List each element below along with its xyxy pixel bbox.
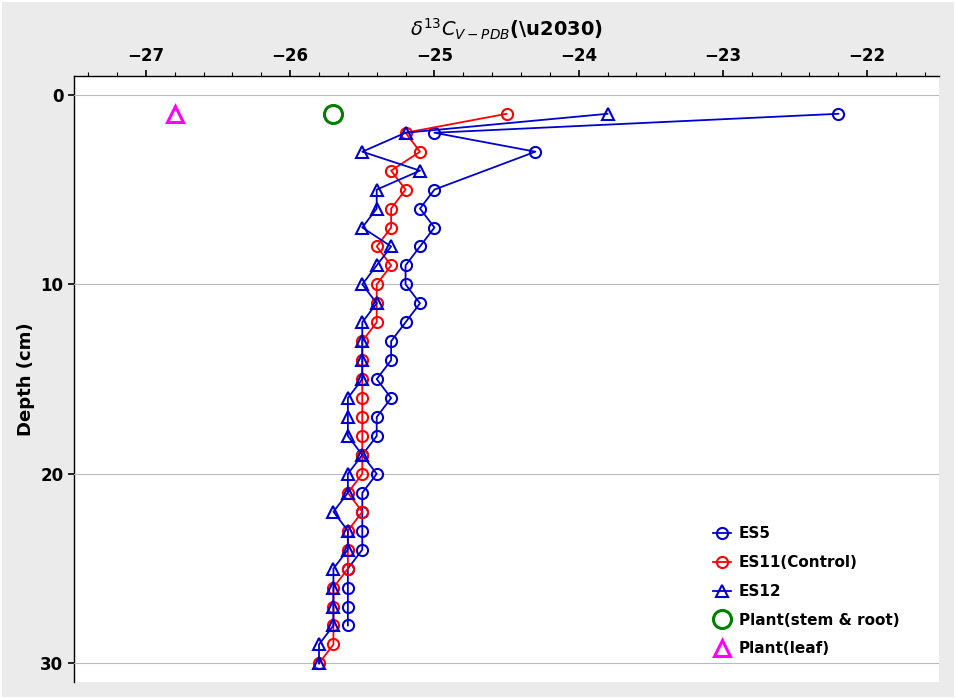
ES11(Control) — [400, 129, 411, 137]
ES5 — [342, 584, 354, 592]
ES12 — [357, 147, 368, 156]
X-axis label: $\delta^{13}C_{V-PDB}$(\u2030): $\delta^{13}C_{V-PDB}$(\u2030) — [410, 17, 603, 42]
ES12 — [385, 243, 397, 251]
ES11(Control) — [385, 223, 397, 231]
ES5 — [371, 375, 382, 383]
Y-axis label: Depth (cm): Depth (cm) — [16, 322, 34, 436]
ES12 — [342, 526, 354, 535]
ES11(Control) — [328, 603, 339, 611]
ES12 — [371, 299, 382, 308]
ES12 — [601, 110, 613, 118]
ES12 — [357, 375, 368, 383]
ES12 — [342, 413, 354, 421]
ES5 — [342, 621, 354, 630]
Line: ES12: ES12 — [314, 108, 613, 669]
ES5 — [414, 243, 425, 251]
ES11(Control) — [371, 243, 382, 251]
ES12 — [328, 584, 339, 592]
ES5 — [428, 129, 440, 137]
Legend: ES5, ES11(Control), ES12, Plant(stem & root), Plant(leaf): ES5, ES11(Control), ES12, Plant(stem & r… — [706, 520, 905, 663]
ES5 — [400, 318, 411, 326]
ES11(Control) — [385, 166, 397, 175]
ES12 — [400, 129, 411, 137]
ES11(Control) — [357, 451, 368, 459]
ES11(Control) — [328, 640, 339, 649]
ES12 — [357, 451, 368, 459]
ES12 — [342, 489, 354, 497]
ES5 — [357, 545, 368, 554]
ES5 — [428, 185, 440, 194]
ES12 — [328, 564, 339, 572]
ES5 — [342, 564, 354, 572]
ES12 — [328, 507, 339, 516]
ES11(Control) — [328, 621, 339, 630]
ES5 — [357, 489, 368, 497]
ES12 — [357, 356, 368, 364]
Line: ES5: ES5 — [342, 108, 844, 631]
ES12 — [342, 432, 354, 440]
ES11(Control) — [400, 185, 411, 194]
ES5 — [428, 223, 440, 231]
ES11(Control) — [357, 375, 368, 383]
ES5 — [400, 261, 411, 270]
ES12 — [342, 470, 354, 478]
ES11(Control) — [357, 356, 368, 364]
ES11(Control) — [342, 489, 354, 497]
ES12 — [314, 640, 325, 649]
ES11(Control) — [357, 470, 368, 478]
ES11(Control) — [328, 584, 339, 592]
ES5 — [414, 299, 425, 308]
ES11(Control) — [357, 413, 368, 421]
ES11(Control) — [342, 545, 354, 554]
ES12 — [357, 337, 368, 345]
ES5 — [371, 413, 382, 421]
ES12 — [357, 280, 368, 289]
Line: ES11(Control): ES11(Control) — [314, 108, 512, 669]
ES11(Control) — [371, 318, 382, 326]
ES12 — [342, 394, 354, 402]
ES12 — [314, 659, 325, 668]
ES5 — [357, 507, 368, 516]
ES12 — [342, 545, 354, 554]
ES12 — [414, 166, 425, 175]
ES11(Control) — [385, 204, 397, 212]
ES12 — [357, 318, 368, 326]
ES5 — [385, 337, 397, 345]
ES11(Control) — [371, 299, 382, 308]
ES12 — [328, 603, 339, 611]
ES5 — [342, 603, 354, 611]
ES11(Control) — [357, 394, 368, 402]
ES11(Control) — [357, 507, 368, 516]
ES11(Control) — [357, 432, 368, 440]
ES12 — [371, 261, 382, 270]
ES5 — [400, 280, 411, 289]
ES11(Control) — [414, 147, 425, 156]
ES5 — [357, 451, 368, 459]
ES11(Control) — [314, 659, 325, 668]
ES12 — [371, 185, 382, 194]
ES12 — [328, 621, 339, 630]
ES11(Control) — [371, 280, 382, 289]
ES5 — [385, 356, 397, 364]
ES12 — [357, 223, 368, 231]
ES11(Control) — [342, 526, 354, 535]
ES11(Control) — [357, 337, 368, 345]
ES5 — [414, 204, 425, 212]
ES11(Control) — [342, 564, 354, 572]
ES12 — [371, 204, 382, 212]
ES11(Control) — [501, 110, 512, 118]
ES5 — [385, 394, 397, 402]
ES5 — [371, 432, 382, 440]
ES5 — [530, 147, 541, 156]
ES11(Control) — [385, 261, 397, 270]
ES5 — [357, 526, 368, 535]
ES5 — [833, 110, 844, 118]
ES5 — [371, 470, 382, 478]
